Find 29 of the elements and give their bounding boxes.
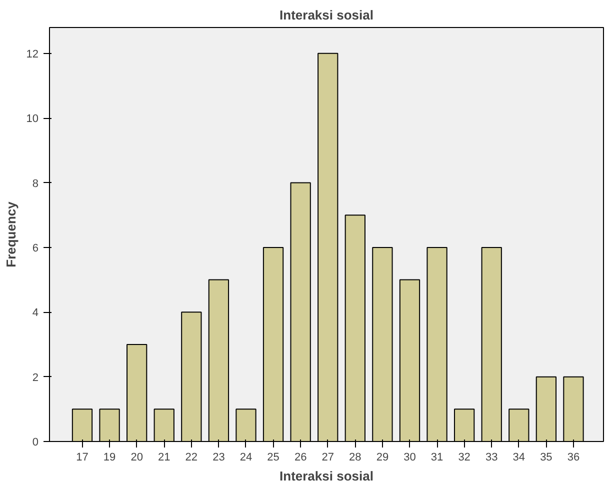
chart-title: Interaksi sosial (280, 8, 374, 22)
x-tick-label: 35 (540, 452, 552, 464)
x-tick-label: 29 (376, 452, 389, 464)
x-tick-label: 26 (294, 452, 307, 464)
x-tick-label: 28 (349, 452, 362, 464)
y-axis-title: Frequency (3, 200, 18, 268)
y-tick-label: 8 (32, 178, 39, 190)
y-tick-label: 6 (32, 242, 39, 254)
x-tick-label: 21 (158, 452, 170, 464)
x-tick-label: 24 (240, 452, 252, 464)
x-tick-label: 31 (430, 452, 444, 464)
x-tick-label: 34 (512, 452, 526, 464)
x-tick-label: 25 (267, 452, 280, 464)
x-tick-label: 30 (404, 452, 416, 464)
y-tick-label: 4 (32, 307, 39, 320)
x-tick-label: 20 (130, 452, 143, 464)
x-axis-title: Interaksi sosial (280, 468, 374, 484)
x-tick-label: 27 (322, 452, 334, 464)
y-tick-label: 0 (32, 436, 39, 448)
x-tick-label: 19 (103, 452, 116, 464)
x-tick-label: 32 (458, 452, 470, 464)
y-tick-label: 2 (32, 372, 39, 384)
y-tick-label: 12 (26, 48, 39, 60)
x-tick-label: 22 (185, 452, 198, 464)
x-tick-label: 17 (76, 452, 88, 464)
x-tick-label: 33 (485, 452, 498, 464)
y-tick-label: 10 (26, 113, 39, 126)
x-tick-label: 36 (567, 452, 580, 464)
x-tick-label: 23 (212, 452, 225, 464)
